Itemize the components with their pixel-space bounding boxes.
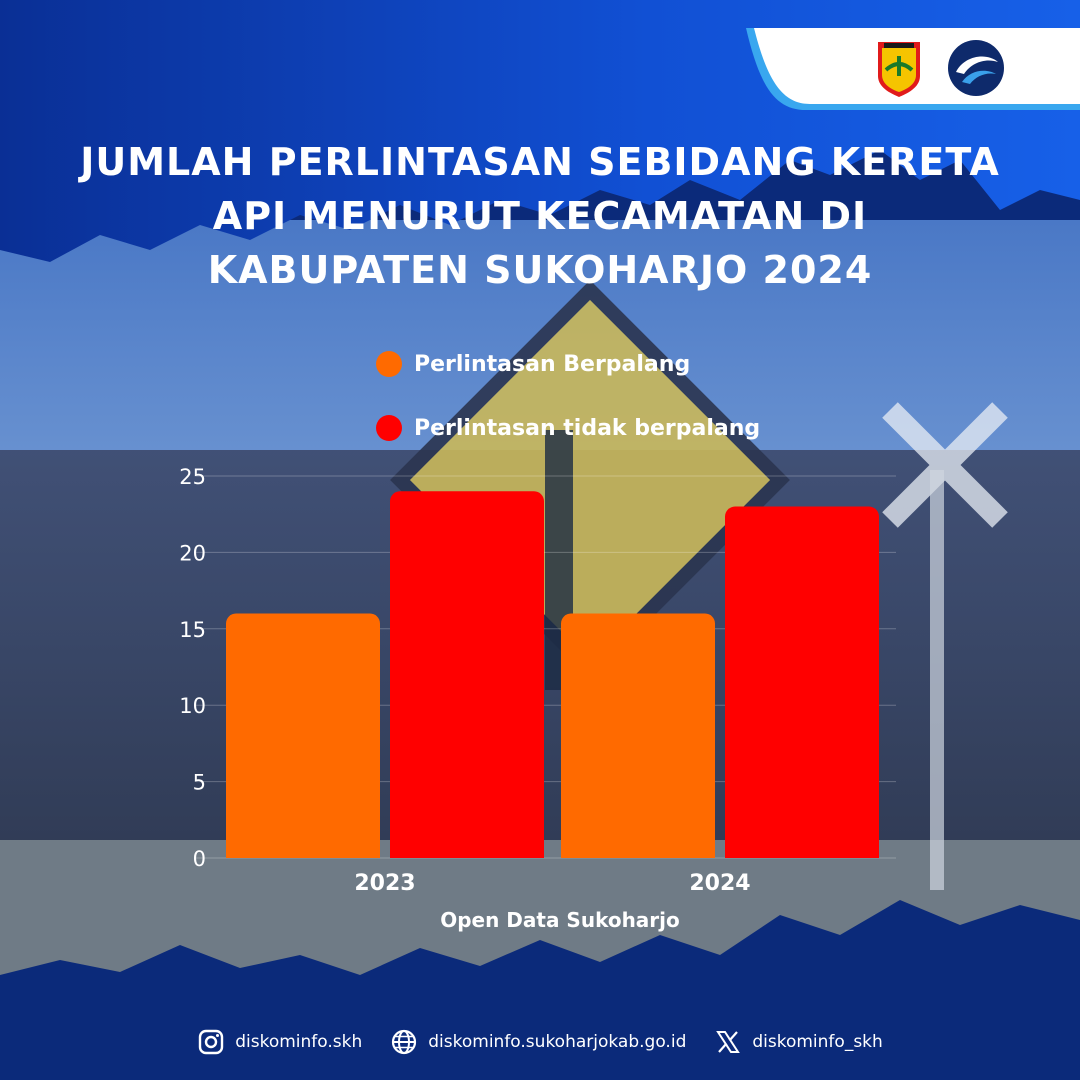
x-tick-label: 2024 — [689, 871, 750, 896]
x-tick-label: 2023 — [354, 871, 415, 896]
legend-swatch-red — [376, 415, 402, 441]
y-tick-label: 5 — [193, 771, 206, 795]
sukoharjo-regency-shield-icon — [878, 42, 920, 97]
legend-label: Perlintasan tidak berpalang — [414, 415, 761, 441]
y-tick-label: 10 — [179, 694, 206, 718]
bar-base — [390, 848, 544, 858]
bar-2024-series-0 — [561, 613, 715, 858]
y-tick-label: 15 — [179, 618, 206, 642]
data-source: Open Data Sukoharjo — [440, 908, 680, 932]
bars — [226, 491, 879, 858]
y-axis: 0 5 10 15 20 25 — [179, 465, 206, 871]
legend-item-berpalang: Perlintasan Berpalang — [376, 344, 690, 384]
kominfo-logo-icon — [948, 40, 1004, 96]
footer-x[interactable]: diskominfo_skh — [714, 1028, 883, 1056]
y-tick-label: 20 — [179, 541, 206, 565]
website-url: diskominfo.sukoharjokab.go.id — [428, 1032, 687, 1052]
legend-item-tidak-berpalang: Perlintasan tidak berpalang — [376, 408, 760, 448]
globe-icon — [392, 1029, 417, 1055]
instagram-icon — [199, 1029, 224, 1055]
bar-2023-series-1 — [390, 491, 544, 858]
x-handle: diskominfo_skh — [752, 1032, 883, 1052]
chart-title: JUMLAH PERLINTASAN SEBIDANG KERETA API M… — [80, 140, 1000, 292]
y-tick-label: 0 — [193, 847, 206, 871]
bar-base — [725, 848, 879, 858]
bar-base — [561, 848, 715, 858]
instagram-handle: diskominfo.skh — [235, 1032, 363, 1052]
footer-website[interactable]: diskominfo.sukoharjokab.go.id — [390, 1028, 686, 1056]
footer: diskominfo.skh diskominfo.sukoharjokab.g… — [0, 1022, 1080, 1062]
x-icon — [716, 1031, 741, 1053]
x-axis: 2023 2024 — [354, 871, 750, 896]
bar-base — [226, 848, 380, 858]
footer-instagram[interactable]: diskominfo.skh — [197, 1028, 362, 1056]
legend-label: Perlintasan Berpalang — [414, 351, 691, 377]
legend-swatch-orange — [376, 351, 402, 377]
y-tick-label: 25 — [179, 465, 206, 489]
bar-2023-series-0 — [226, 613, 380, 858]
bar-2024-series-1 — [725, 506, 879, 858]
